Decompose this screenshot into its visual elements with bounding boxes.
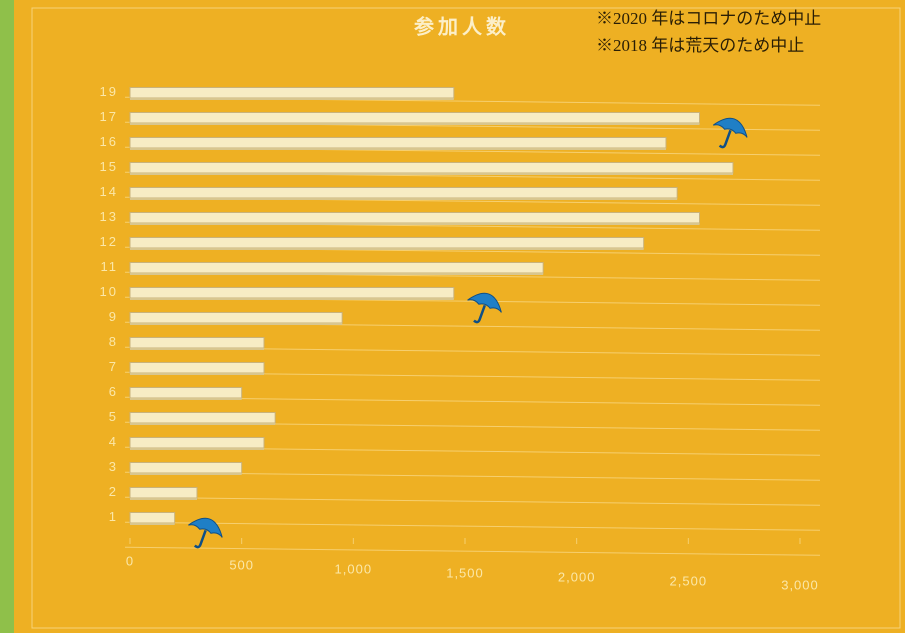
- bar-shadow: [130, 398, 242, 400]
- bar-shadow: [130, 448, 264, 450]
- bar: [129, 462, 243, 474]
- bar: [129, 412, 276, 424]
- y-tick-label: 9: [109, 309, 118, 324]
- y-tick-label: 8: [109, 334, 118, 349]
- umbrella-canopy: [712, 117, 748, 138]
- annotation: ※2018 年は荒天のため中止: [596, 36, 804, 55]
- y-tick-label: 15: [100, 159, 118, 174]
- x-tick-label: 3,000: [781, 577, 819, 592]
- bar: [129, 187, 678, 199]
- bar: [129, 112, 700, 124]
- x-tick-label: 1,000: [335, 561, 373, 576]
- y-tick-label: 2: [109, 484, 118, 499]
- bar-shadow: [130, 248, 644, 250]
- rain-icon: [712, 117, 748, 149]
- bar: [129, 137, 667, 149]
- bar-shadow: [130, 173, 733, 175]
- plot-frame: [31, 7, 901, 629]
- bar: [129, 512, 176, 524]
- umbrella-handle: [718, 129, 732, 149]
- bar: [129, 337, 265, 349]
- y-tick-label: 11: [101, 259, 119, 274]
- y-tick-label: 16: [100, 134, 118, 149]
- y-tick-label: 12: [100, 234, 118, 249]
- bar-shadow: [130, 473, 242, 475]
- bar: [129, 162, 734, 174]
- y-tick-label: 17: [100, 109, 118, 124]
- umbrella-handle: [193, 529, 207, 549]
- bar: [129, 487, 198, 499]
- bar-shadow: [130, 498, 197, 500]
- row-line: [124, 496, 821, 506]
- x-tick-label: 0: [126, 553, 134, 568]
- x-tick-label: 2,500: [670, 573, 708, 588]
- bar: [129, 287, 455, 299]
- x-tick-label: 2,000: [558, 569, 596, 584]
- bar-shadow: [130, 148, 666, 150]
- bar-shadow: [130, 323, 343, 325]
- x-tick-label: 500: [229, 557, 254, 572]
- bar-shadow: [130, 423, 276, 425]
- bar: [129, 237, 645, 249]
- bar-shadow: [130, 273, 544, 275]
- x-tick-label: 1,500: [446, 565, 484, 580]
- bar-shadow: [130, 298, 454, 300]
- row-line: [124, 521, 821, 531]
- bar: [129, 362, 265, 374]
- y-tick-label: 13: [100, 209, 118, 224]
- umbrella-handle: [473, 304, 486, 324]
- y-tick-label: 10: [100, 284, 118, 299]
- bar-shadow: [130, 98, 454, 100]
- y-tick-label: 4: [109, 434, 118, 449]
- rain-icon: [188, 517, 223, 549]
- bar-shadow: [130, 223, 700, 225]
- y-tick-label: 5: [109, 409, 118, 424]
- bar: [129, 312, 343, 324]
- y-tick-label: 1: [109, 509, 118, 524]
- umbrella-canopy: [188, 517, 223, 538]
- annotation: ※2020 年はコロナのため中止: [596, 9, 821, 28]
- bar: [129, 387, 243, 399]
- bar: [129, 212, 700, 224]
- bar: [129, 87, 455, 99]
- bar-shadow: [130, 348, 264, 350]
- bar: [129, 437, 265, 449]
- y-tick-label: 14: [100, 184, 118, 199]
- bar-shadow: [130, 373, 264, 375]
- rain-icon: [467, 292, 502, 324]
- y-tick-label: 6: [109, 384, 118, 399]
- bar-shadow: [130, 523, 175, 525]
- chart-title: 参加人数: [414, 14, 510, 38]
- y-tick-label: 7: [109, 359, 118, 374]
- bar: [129, 262, 544, 274]
- side-strip: [0, 0, 14, 633]
- bar-shadow: [130, 198, 678, 200]
- row-line: [124, 546, 821, 556]
- umbrella-canopy: [467, 292, 502, 313]
- y-tick-label: 19: [100, 84, 118, 99]
- bar-shadow: [130, 123, 700, 125]
- y-tick-label: 3: [109, 459, 118, 474]
